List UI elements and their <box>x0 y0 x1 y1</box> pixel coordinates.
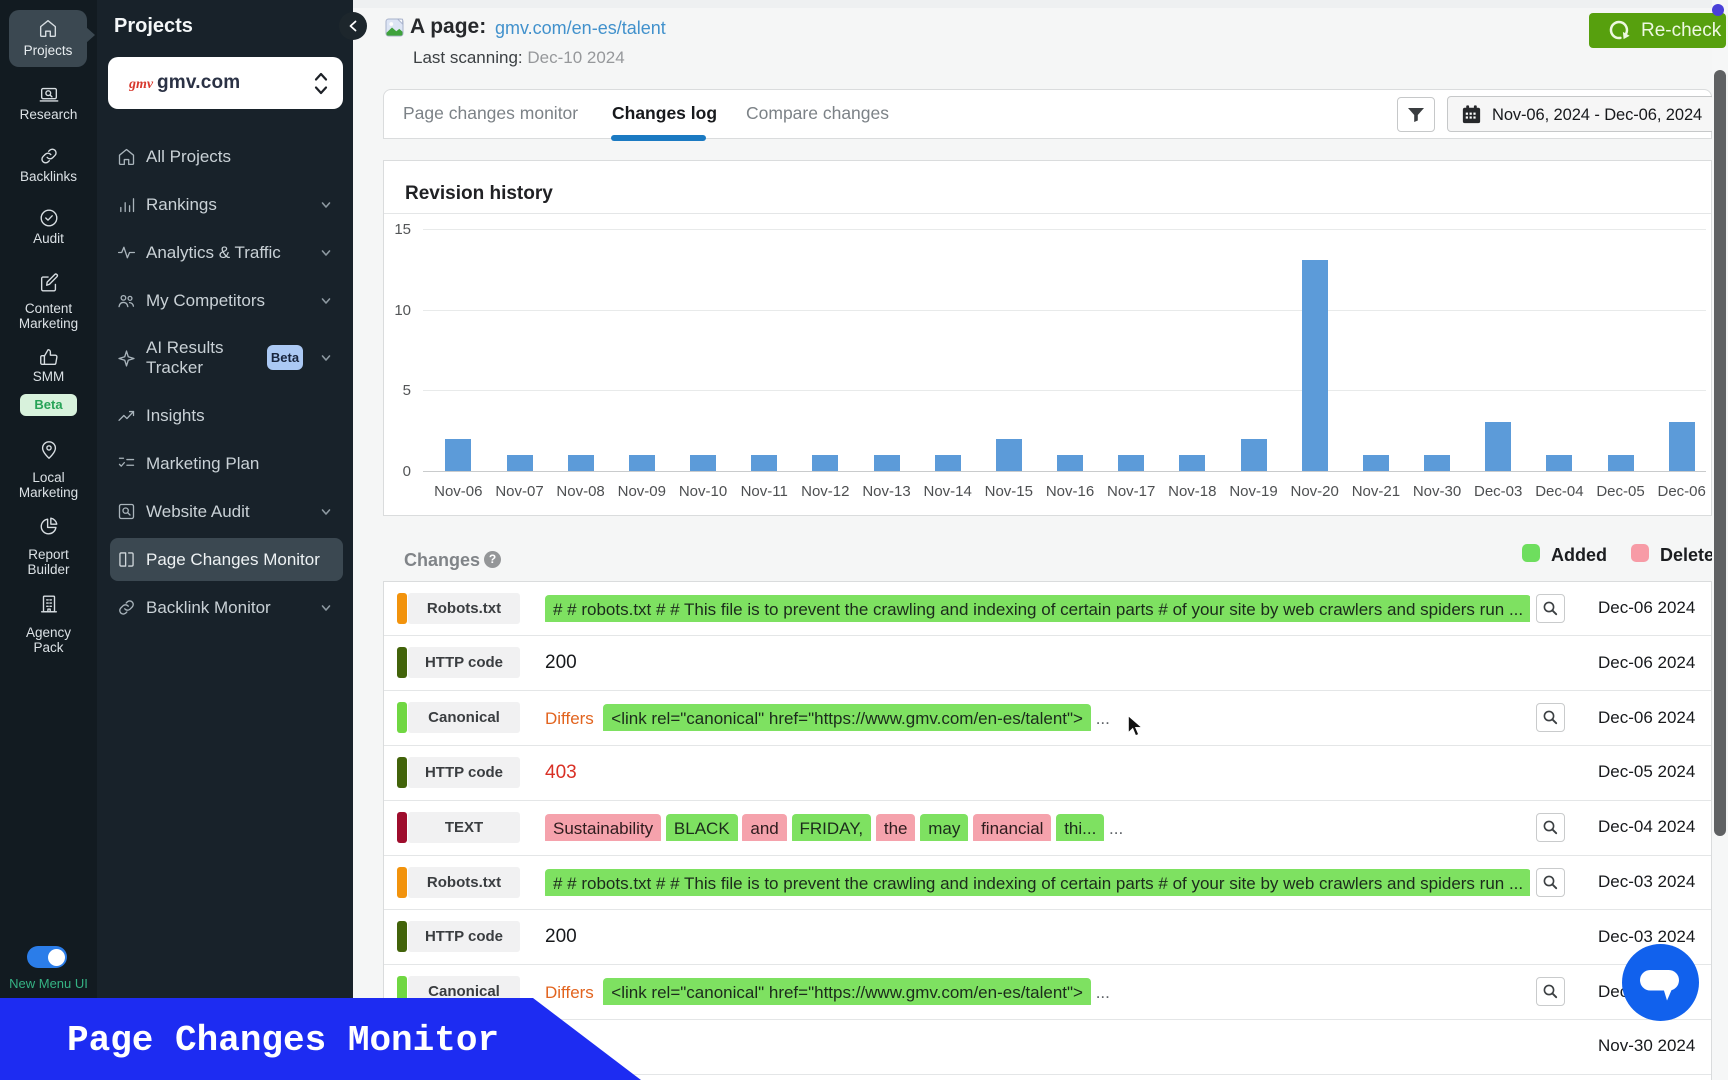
svg-text:gmv: gmv <box>129 77 154 92</box>
